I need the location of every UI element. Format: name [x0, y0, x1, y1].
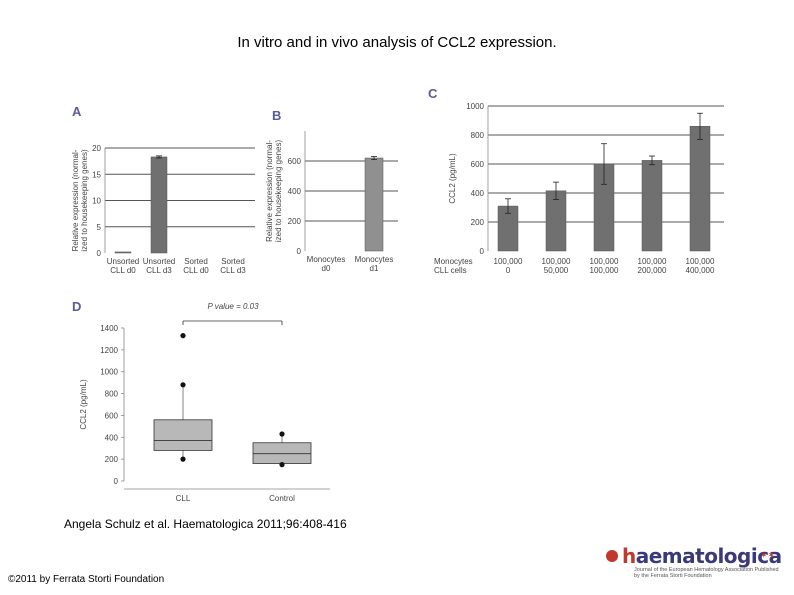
y-axis-label: Relative expression (normal- — [265, 140, 274, 242]
box — [153, 419, 213, 451]
panel-letter-b: B — [272, 108, 281, 123]
logo-name: haematologica — [622, 544, 782, 568]
y-tick-label: 1200 — [100, 346, 118, 355]
outlier-point — [279, 431, 285, 437]
y-tick-label: 800 — [471, 131, 485, 140]
y-axis-label: ized to housekeeping genes) — [80, 149, 89, 252]
x-tick-label: 100,000 — [494, 257, 523, 266]
x-tick-label: Control — [269, 494, 295, 503]
y-tick-label: 200 — [288, 217, 302, 226]
x-tick-label: Monocytes — [355, 255, 394, 264]
y-tick-label: 0 — [114, 477, 119, 486]
x-tick-label: d1 — [370, 264, 379, 273]
eu-flag-icon: ✶✶ — [760, 550, 776, 560]
y-tick-label: 400 — [471, 189, 485, 198]
x-tick-label: 0 — [506, 266, 511, 275]
x-tick-label: CLL d3 — [220, 266, 246, 275]
bar — [689, 126, 711, 252]
x-tick-label: Unsorted — [107, 257, 139, 266]
x-tick-label: 200,000 — [638, 266, 667, 275]
y-tick-label: 1000 — [466, 102, 484, 111]
y-axis-label: CCL2 (pg/mL) — [448, 153, 457, 204]
x-tick-label: 100,000 — [590, 266, 619, 275]
bar — [364, 157, 384, 252]
page-title: In vitro and in vivo analysis of CCL2 ex… — [237, 34, 557, 51]
x-tick-label: Unsorted — [143, 257, 175, 266]
x-tick-label: Sorted — [221, 257, 245, 266]
p-value-annotation: P value = 0.03 — [207, 302, 259, 311]
y-tick-label: 20 — [92, 144, 101, 153]
row-label: CLL cells — [434, 266, 467, 275]
y-tick-label: 600 — [471, 160, 485, 169]
x-tick-label: CLL d3 — [146, 266, 172, 275]
bar — [150, 156, 168, 254]
x-tick-label: Monocytes — [307, 255, 346, 264]
y-axis-label: CCL2 (pg/mL) — [79, 379, 88, 430]
y-tick-label: 15 — [92, 170, 101, 179]
y-tick-label: 0 — [97, 249, 102, 258]
haematologica-logo: haematologica Journal of the European He… — [606, 544, 786, 580]
y-tick-label: 600 — [105, 411, 119, 420]
y-tick-label: 600 — [288, 157, 302, 166]
copyright: ©2011 by Ferrata Storti Foundation — [8, 574, 165, 585]
x-tick-label: 100,000 — [686, 257, 715, 266]
y-tick-label: 200 — [105, 455, 119, 464]
outlier-point — [180, 456, 186, 462]
y-tick-label: 1000 — [100, 368, 118, 377]
citation: Angela Schulz et al. Haematologica 2011;… — [64, 517, 347, 531]
x-tick-label: CLL d0 — [183, 266, 209, 275]
y-tick-label: 5 — [97, 223, 102, 232]
x-tick-label: d0 — [322, 264, 331, 273]
x-tick-label: CLL — [176, 494, 191, 503]
x-tick-label: CLL d0 — [110, 266, 136, 275]
y-tick-label: 400 — [288, 187, 302, 196]
y-tick-label: 0 — [480, 247, 485, 256]
x-tick-label: 100,000 — [542, 257, 571, 266]
bar — [114, 251, 132, 254]
panel-letter-c: C — [428, 86, 438, 101]
y-tick-label: 400 — [105, 433, 119, 442]
y-tick-label: 0 — [297, 247, 302, 256]
y-axis-label: Relative expression (normal- — [71, 149, 80, 251]
box — [252, 442, 312, 464]
logo-mark-icon — [606, 550, 618, 562]
y-tick-label: 200 — [471, 218, 485, 227]
logo-subtitle: Journal of the European Hematology Assoc… — [634, 567, 779, 579]
x-tick-label: 100,000 — [590, 257, 619, 266]
y-tick-label: 10 — [92, 197, 101, 206]
x-tick-label: 400,000 — [686, 266, 715, 275]
y-axis-label: ized to housekeeping genes) — [274, 140, 283, 243]
x-tick-label: Sorted — [184, 257, 208, 266]
y-tick-label: 800 — [105, 390, 119, 399]
logo-name-prefix: h — [622, 544, 636, 568]
outlier-point — [279, 462, 285, 468]
panel-letter-d: D — [72, 299, 81, 314]
bar — [641, 160, 663, 252]
y-tick-label: 1400 — [100, 324, 118, 333]
row-label: Monocytes — [434, 257, 473, 266]
x-tick-label: 100,000 — [638, 257, 667, 266]
outlier-point — [180, 333, 186, 339]
panel-letter-a: A — [72, 104, 82, 119]
x-tick-label: 50,000 — [544, 266, 569, 275]
outlier-point — [180, 382, 186, 388]
logo-name-rest: aematologica — [635, 544, 782, 568]
